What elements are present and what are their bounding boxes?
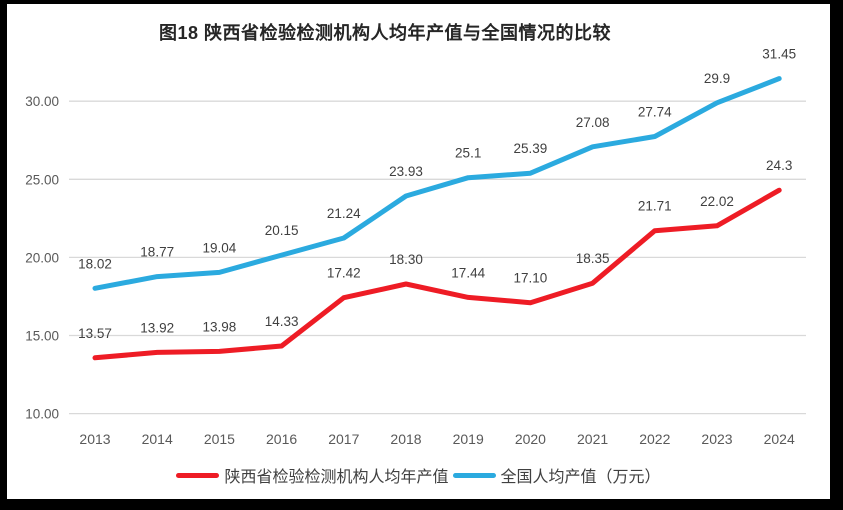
legend-label-national: 全国人均产值（万元）	[500, 469, 661, 486]
chart-area: 图18 陕西省检验检测机构人均年产值与全国情况的比较 30.00 25.00 20.…	[7, 4, 830, 499]
y-tick-label: 20.00	[25, 250, 59, 265]
chart-title: 图18 陕西省检验检测机构人均年产值与全国情况的比较	[158, 23, 612, 43]
x-tick-label-2019: 2019	[453, 431, 484, 447]
y-tick-label: 30.00	[25, 94, 59, 109]
x-tick-label-2024: 2024	[764, 431, 795, 447]
y-tick-label: 15.00	[25, 329, 59, 344]
line-chart-plot: 30.00 25.00 20.00 15.00 10.00 2013 2014 2015 201…	[25, 47, 806, 447]
data-label: 18.77	[140, 245, 174, 260]
data-label: 22.02	[700, 194, 734, 209]
data-label: 29.9	[704, 71, 730, 86]
data-label: 24.3	[766, 158, 792, 173]
x-tick-label-2021: 2021	[577, 431, 608, 447]
x-tick-label-2023: 2023	[701, 431, 732, 447]
data-label: 31.45	[762, 47, 796, 62]
data-label: 27.74	[638, 105, 672, 120]
data-label: 21.24	[327, 206, 361, 221]
data-label: 25.39	[514, 141, 548, 156]
x-tick-label-2016: 2016	[266, 431, 297, 447]
y-tick-label: 25.00	[25, 172, 59, 187]
x-tick-label-2013: 2013	[79, 431, 110, 447]
data-label: 18.35	[576, 251, 610, 266]
data-label: 18.02	[78, 256, 112, 271]
y-tick-label: 10.00	[25, 407, 59, 422]
data-label: 27.08	[576, 115, 610, 130]
series-line-0	[92, 187, 782, 361]
x-tick-label-2017: 2017	[328, 431, 359, 447]
legend-swatch-shaanxi-red-line	[176, 472, 220, 478]
legend-swatch-national-blue-line	[452, 472, 496, 478]
data-label: 13.98	[203, 319, 237, 334]
legend-item-national: 全国人均产值（万元）	[452, 463, 661, 487]
data-label: 19.04	[203, 240, 237, 255]
data-label: 14.33	[265, 314, 299, 329]
data-label: 17.10	[514, 271, 548, 286]
data-label: 23.93	[389, 164, 423, 179]
data-label: 20.15	[265, 223, 299, 238]
x-tick-label-2018: 2018	[390, 431, 421, 447]
legend-label-shaanxi: 陕西省检验检测机构人均年产值	[224, 469, 449, 486]
x-tick-label-2020: 2020	[515, 431, 546, 447]
legend-item-shaanxi: 陕西省检验检测机构人均年产值	[176, 463, 449, 487]
data-label: 25.1	[455, 146, 481, 161]
x-tick-label-2014: 2014	[142, 431, 173, 447]
chart-legend: 陕西省检验检测机构人均年产值 全国人均产值（万元）	[7, 463, 830, 487]
data-label: 18.30	[389, 252, 423, 267]
x-tick-label-2022: 2022	[639, 431, 670, 447]
data-label: 17.44	[451, 265, 485, 280]
x-tick-label-2015: 2015	[204, 431, 235, 447]
data-label: 17.42	[327, 266, 361, 281]
data-label: 13.92	[140, 320, 174, 335]
data-label: 13.57	[78, 326, 112, 341]
series-line-1	[92, 76, 782, 291]
data-label: 21.71	[638, 199, 672, 214]
